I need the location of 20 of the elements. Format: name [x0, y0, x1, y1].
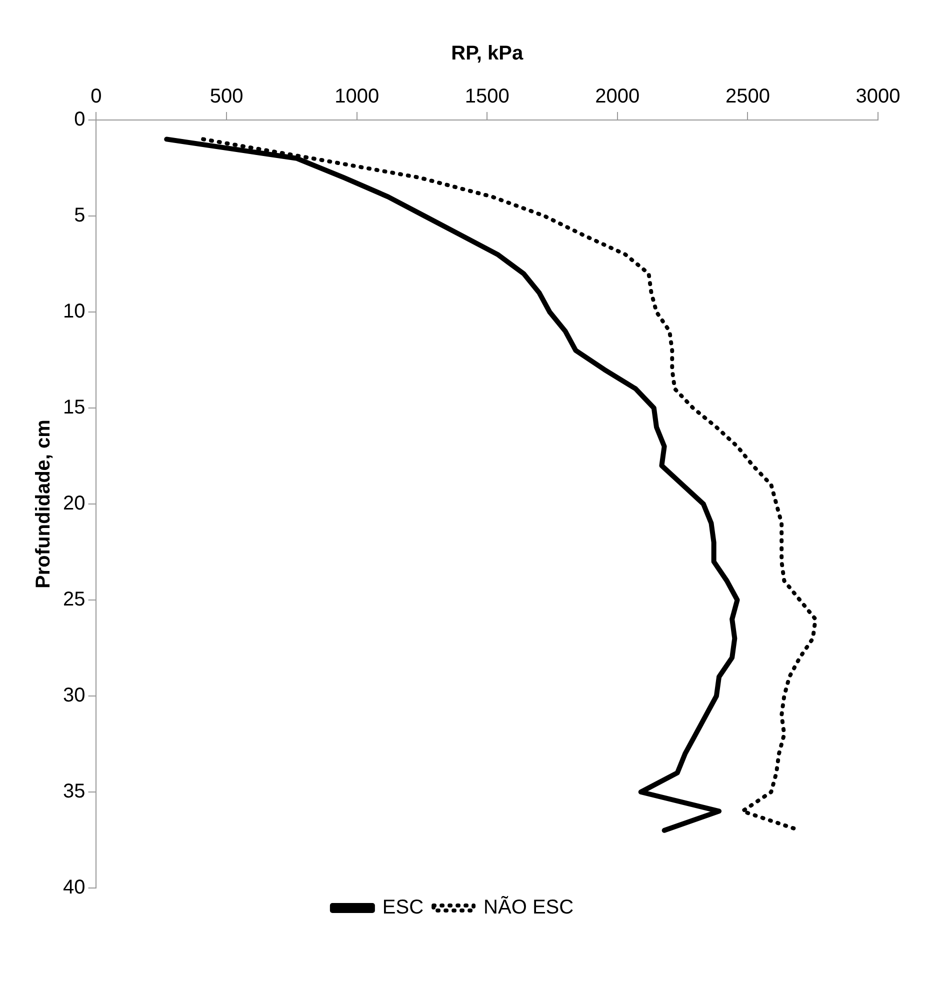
y-tick-label: 5 [74, 204, 86, 227]
x-axis-title: RP, kPa [451, 42, 524, 65]
x-tick-label: 2500 [725, 86, 770, 108]
x-tick-label: 1000 [334, 86, 380, 108]
x-tick-label: 1500 [464, 86, 510, 108]
y-tick-label: 0 [74, 108, 86, 131]
x-tick-label: 500 [210, 86, 244, 108]
legend-label: ESC [382, 896, 424, 919]
y-tick-label: 10 [62, 300, 86, 323]
y-axis-title: Profundidade, cm [32, 420, 55, 588]
x-tick-label: 2000 [595, 86, 640, 108]
y-tick-label: 30 [62, 684, 86, 707]
y-tick-label: 40 [62, 876, 86, 899]
x-tick-label: 3000 [856, 86, 900, 108]
y-tick-label: 15 [62, 396, 86, 419]
x-tick-label: 0 [90, 86, 102, 108]
y-tick-label: 25 [62, 588, 86, 611]
y-tick-label: 20 [62, 492, 86, 515]
y-tick-label: 35 [62, 780, 86, 803]
legend-label: NÃO ESC [484, 896, 574, 919]
